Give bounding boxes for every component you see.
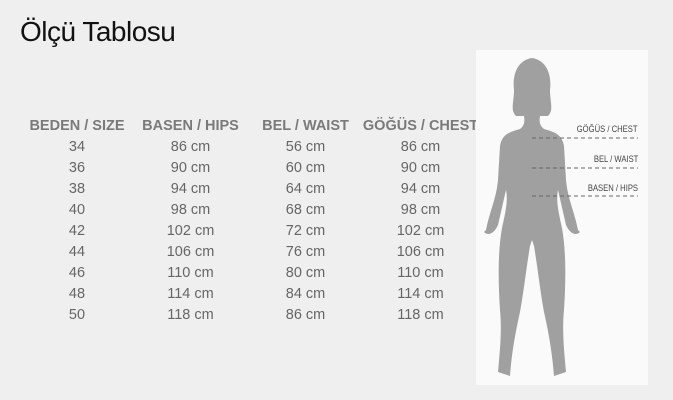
cell-waist: 80 cm	[285, 264, 326, 281]
size-table: BEDEN / SIZE BASEN / HIPS BEL / WAIST GÖ…	[26, 116, 483, 325]
waist-label: BEL / WAIST	[593, 154, 638, 164]
table-row: 42 102 cm 72 cm 102 cm	[26, 220, 483, 241]
table-row: 38 94 cm 64 cm 94 cm	[26, 178, 483, 199]
chest-label: GÖĞÜS / CHEST	[577, 124, 638, 134]
cell-chest: 110 cm	[397, 264, 444, 281]
cell-chest: 90 cm	[400, 159, 441, 176]
cell-hips: 86 cm	[170, 138, 211, 155]
cell-hips: 94 cm	[170, 180, 211, 197]
cell-waist: 84 cm	[285, 285, 326, 302]
cell-waist: 60 cm	[285, 159, 326, 176]
cell-size: 46	[68, 264, 86, 281]
table-row: 44 106 cm 76 cm 106 cm	[26, 241, 483, 262]
cell-size: 44	[68, 243, 86, 260]
table-row: 36 90 cm 60 cm 90 cm	[26, 157, 483, 178]
cell-size: 40	[68, 201, 86, 218]
page-title: Ölçü Tablosu	[20, 16, 176, 47]
cell-hips: 98 cm	[170, 201, 211, 218]
cell-chest: 86 cm	[400, 138, 441, 155]
table-row: 50 118 cm 86 cm 118 cm	[26, 304, 483, 325]
cell-size: 50	[68, 306, 86, 323]
table-row: 46 110 cm 80 cm 110 cm	[26, 262, 483, 283]
cell-chest: 98 cm	[400, 201, 441, 218]
table-header-row: BEDEN / SIZE BASEN / HIPS BEL / WAIST GÖ…	[26, 116, 483, 136]
header-waist: BEL / WAIST	[262, 118, 349, 134]
header-hips: BASEN / HIPS	[142, 118, 239, 134]
cell-chest: 118 cm	[397, 306, 444, 323]
cell-hips: 90 cm	[170, 159, 211, 176]
header-size: BEDEN / SIZE	[29, 118, 125, 134]
cell-waist: 56 cm	[285, 138, 326, 155]
table-row: 48 114 cm 84 cm 114 cm	[26, 283, 483, 304]
header-chest: GÖĞÜS / CHEST	[362, 118, 479, 134]
cell-size: 38	[68, 180, 86, 197]
cell-waist: 86 cm	[285, 306, 326, 323]
cell-size: 48	[68, 285, 86, 302]
woman-silhouette-icon	[484, 58, 638, 376]
cell-hips: 106 cm	[166, 243, 215, 260]
cell-hips: 114 cm	[167, 285, 214, 302]
cell-size: 36	[68, 159, 86, 176]
cell-chest: 94 cm	[400, 180, 441, 197]
cell-waist: 72 cm	[285, 222, 326, 239]
table-row: 34 86 cm 56 cm 86 cm	[26, 136, 483, 157]
cell-size: 34	[68, 138, 86, 155]
cell-chest: 114 cm	[397, 285, 444, 302]
body-figure-panel: GÖĞÜS / CHEST BEL / WAIST BASEN / HIPS	[476, 50, 648, 385]
cell-size: 42	[68, 222, 86, 239]
cell-waist: 76 cm	[285, 243, 326, 260]
cell-chest: 102 cm	[396, 222, 445, 239]
cell-hips: 102 cm	[166, 222, 215, 239]
cell-waist: 64 cm	[285, 180, 326, 197]
cell-hips: 110 cm	[167, 264, 214, 281]
cell-waist: 68 cm	[285, 201, 326, 218]
hips-label: BASEN / HIPS	[587, 183, 638, 193]
table-row: 40 98 cm 68 cm 98 cm	[26, 199, 483, 220]
cell-hips: 118 cm	[167, 306, 214, 323]
cell-chest: 106 cm	[396, 243, 445, 260]
